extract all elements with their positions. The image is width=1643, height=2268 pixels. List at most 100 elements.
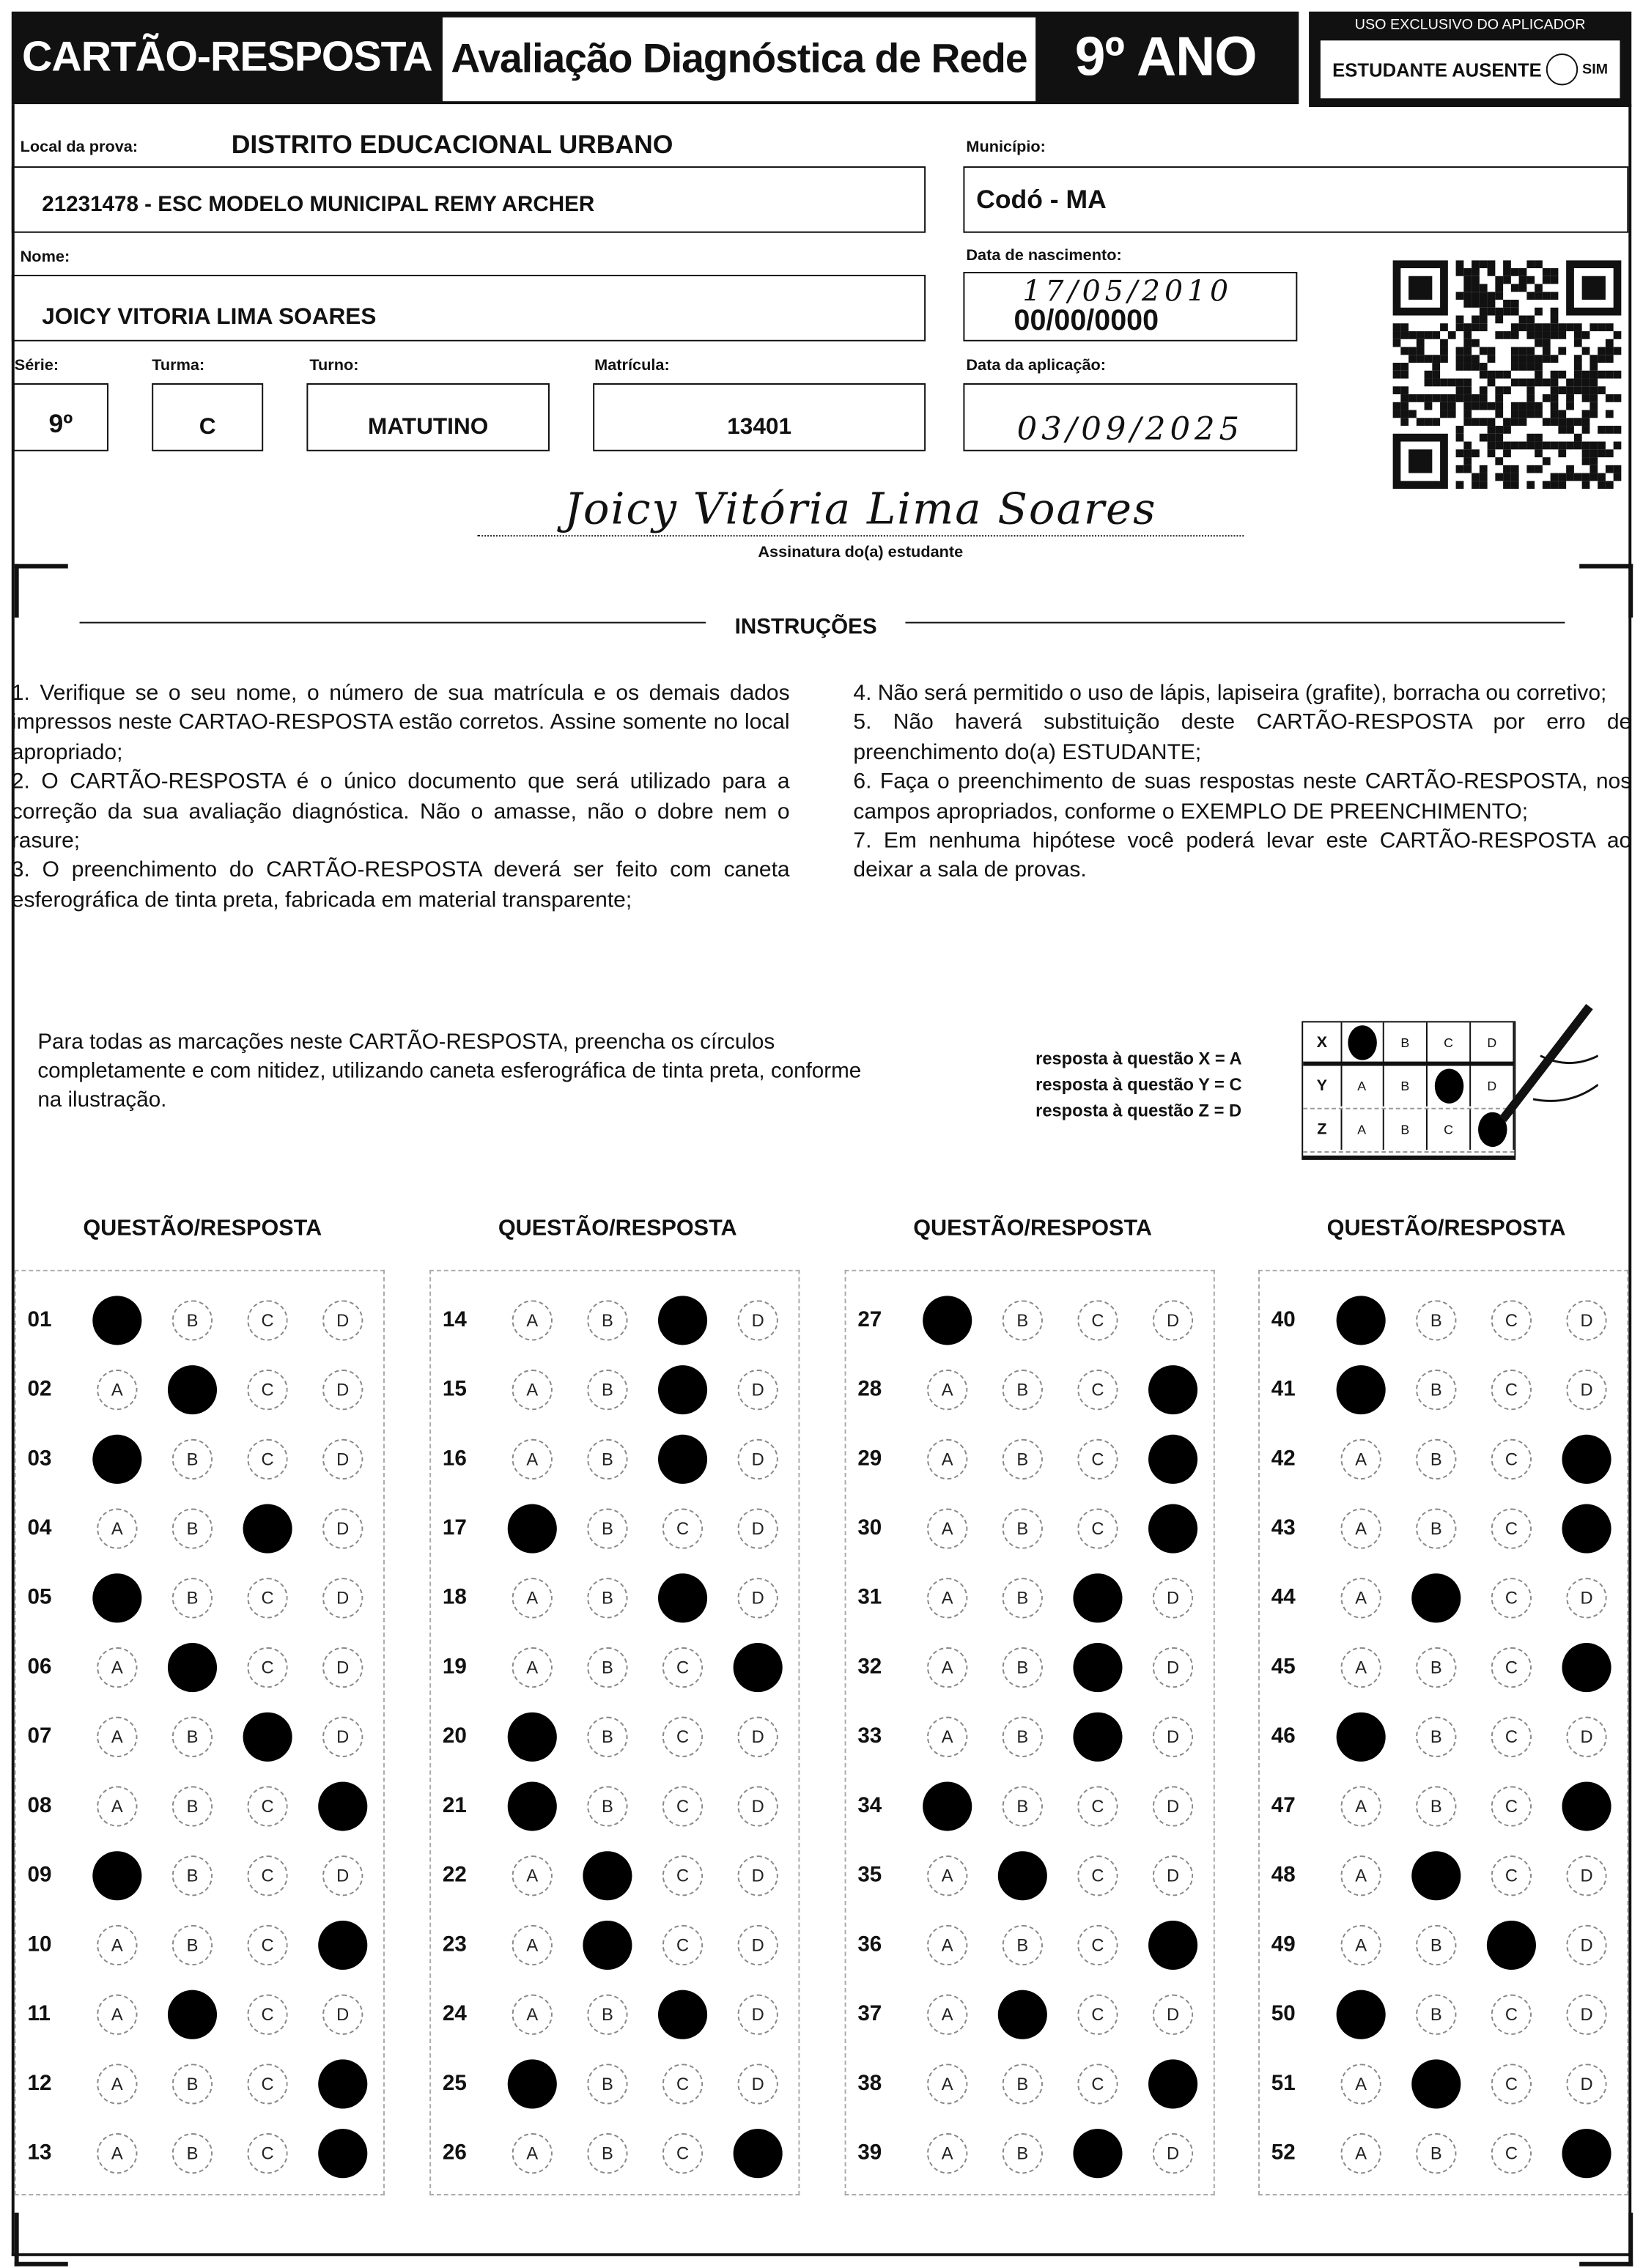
bubble-a[interactable]: A — [1340, 1786, 1381, 1827]
bubble-a-filled[interactable] — [507, 1781, 557, 1831]
bubble-c[interactable]: C — [247, 1855, 288, 1896]
bubble-d[interactable]: D — [737, 1855, 778, 1896]
bubble-d-filled[interactable] — [733, 1643, 783, 1693]
bubble-a[interactable]: A — [512, 1438, 553, 1480]
bubble-a[interactable]: A — [512, 1647, 553, 1688]
bubble-d[interactable]: D — [1152, 2133, 1194, 2174]
bubble-d[interactable]: D — [322, 1855, 363, 1896]
bubble-c[interactable]: C — [1491, 1369, 1532, 1411]
bubble-a[interactable]: A — [927, 1508, 968, 1549]
bubble-c[interactable]: C — [1077, 1369, 1118, 1411]
bubble-b-filled[interactable] — [583, 1851, 632, 1901]
bubble-a-filled[interactable] — [1336, 1296, 1386, 1345]
bubble-b[interactable]: B — [1002, 1508, 1043, 1549]
bubble-c[interactable]: C — [662, 1855, 704, 1896]
bubble-b[interactable]: B — [587, 1300, 628, 1341]
bubble-b[interactable]: B — [171, 1578, 213, 1619]
bubble-b[interactable]: B — [1002, 1369, 1043, 1411]
bubble-b[interactable]: B — [1416, 1508, 1457, 1549]
bubble-c[interactable]: C — [662, 1647, 704, 1688]
bubble-d[interactable]: D — [1152, 1578, 1194, 1619]
bubble-c[interactable]: C — [1077, 1994, 1118, 2035]
bubble-c[interactable]: C — [662, 2064, 704, 2105]
bubble-b[interactable]: B — [1416, 1716, 1457, 1757]
bubble-d-filled[interactable] — [1562, 1781, 1611, 1831]
bubble-b[interactable]: B — [1002, 1647, 1043, 1688]
bubble-a[interactable]: A — [927, 2133, 968, 2174]
bubble-d[interactable]: D — [1152, 1994, 1194, 2035]
bubble-b[interactable]: B — [171, 1438, 213, 1480]
bubble-c-filled[interactable] — [657, 1365, 708, 1415]
bubble-c[interactable]: C — [1077, 1508, 1118, 1549]
bubble-c[interactable]: C — [247, 2064, 288, 2105]
bubble-b[interactable]: B — [1416, 1438, 1457, 1480]
bubble-b[interactable]: B — [1416, 1647, 1457, 1688]
bubble-c[interactable]: C — [662, 1716, 704, 1757]
bubble-c[interactable]: C — [247, 1578, 288, 1619]
bubble-a[interactable]: A — [1340, 1647, 1381, 1688]
bubble-b[interactable]: B — [587, 1578, 628, 1619]
bubble-d[interactable]: D — [737, 2064, 778, 2105]
bubble-a[interactable]: A — [97, 1924, 138, 1966]
bubble-b[interactable]: B — [587, 2064, 628, 2105]
bubble-d[interactable]: D — [322, 1578, 363, 1619]
bubble-b[interactable]: B — [1002, 1300, 1043, 1341]
bubble-c[interactable]: C — [247, 1647, 288, 1688]
bubble-a-filled[interactable] — [923, 1296, 972, 1345]
bubble-c[interactable]: C — [247, 1786, 288, 1827]
bubble-a[interactable]: A — [512, 1300, 553, 1341]
bubble-a[interactable]: A — [97, 1716, 138, 1757]
bubble-d[interactable]: D — [322, 1716, 363, 1757]
bubble-a-filled[interactable] — [92, 1296, 142, 1345]
bubble-b[interactable]: B — [1002, 1578, 1043, 1619]
bubble-b[interactable]: B — [171, 1786, 213, 1827]
bubble-d[interactable]: D — [737, 1716, 778, 1757]
bubble-b[interactable]: B — [171, 1300, 213, 1341]
bubble-c[interactable]: C — [1491, 1508, 1532, 1549]
bubble-d-filled[interactable] — [1148, 1365, 1198, 1415]
bubble-b[interactable]: B — [1002, 1716, 1043, 1757]
bubble-a-filled[interactable] — [507, 2059, 557, 2109]
bubble-c[interactable]: C — [1077, 1786, 1118, 1827]
bubble-a[interactable]: A — [927, 1438, 968, 1480]
bubble-d-filled[interactable] — [1562, 1434, 1611, 1484]
bubble-a[interactable]: A — [927, 1855, 968, 1896]
bubble-d-filled[interactable] — [1562, 1643, 1611, 1693]
bubble-a[interactable]: A — [512, 2133, 553, 2174]
bubble-c[interactable]: C — [247, 2133, 288, 2174]
bubble-c[interactable]: C — [662, 1508, 704, 1549]
bubble-b[interactable]: B — [587, 1994, 628, 2035]
bubble-d-filled[interactable] — [1148, 1504, 1198, 1554]
bubble-a[interactable]: A — [927, 1369, 968, 1411]
bubble-d[interactable]: D — [322, 1647, 363, 1688]
bubble-c[interactable]: C — [1491, 1647, 1532, 1688]
bubble-a[interactable]: A — [97, 1786, 138, 1827]
bubble-c-filled[interactable] — [243, 1504, 292, 1554]
bubble-c-filled[interactable] — [657, 1434, 708, 1484]
bubble-b[interactable]: B — [587, 1786, 628, 1827]
bubble-a-filled[interactable] — [1336, 1365, 1386, 1415]
bubble-d[interactable]: D — [1152, 1855, 1194, 1896]
bubble-d[interactable]: D — [737, 1508, 778, 1549]
bubble-b[interactable]: B — [1002, 2133, 1043, 2174]
bubble-b[interactable]: B — [171, 1508, 213, 1549]
bubble-c[interactable]: C — [1077, 1300, 1118, 1341]
bubble-d[interactable]: D — [1566, 1994, 1607, 2035]
bubble-d[interactable]: D — [1566, 1300, 1607, 1341]
bubble-b[interactable]: B — [171, 1924, 213, 1966]
bubble-b[interactable]: B — [1002, 1786, 1043, 1827]
bubble-a[interactable]: A — [97, 1994, 138, 2035]
bubble-c-filled[interactable] — [1073, 1573, 1123, 1623]
bubble-d-filled[interactable] — [318, 1781, 368, 1831]
bubble-b[interactable]: B — [171, 2133, 213, 2174]
bubble-d[interactable]: D — [737, 1578, 778, 1619]
bubble-b-filled[interactable] — [1411, 1573, 1461, 1623]
bubble-b[interactable]: B — [1002, 1924, 1043, 1966]
bubble-a-filled[interactable] — [507, 1504, 557, 1554]
bubble-c[interactable]: C — [1491, 1855, 1532, 1896]
bubble-d[interactable]: D — [1566, 1855, 1607, 1896]
bubble-a[interactable]: A — [1340, 1924, 1381, 1966]
bubble-a[interactable]: A — [512, 1855, 553, 1896]
bubble-a[interactable]: A — [927, 2064, 968, 2105]
bubble-b[interactable]: B — [1416, 1786, 1457, 1827]
